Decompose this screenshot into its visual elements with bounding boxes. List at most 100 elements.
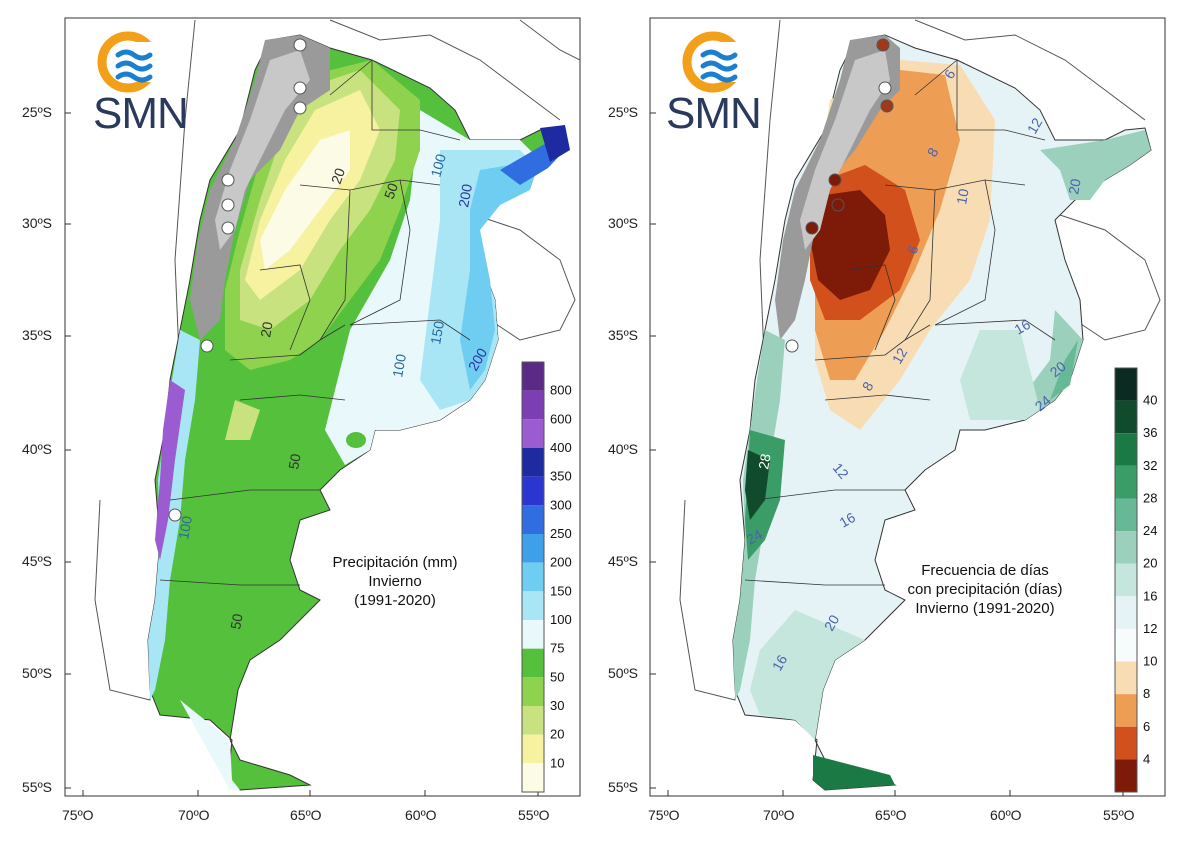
- contour-label: 16: [769, 652, 791, 674]
- legend-label: 350: [550, 469, 572, 484]
- legend-label: 100: [550, 612, 572, 627]
- legend-swatch: [1115, 433, 1137, 466]
- precip-legend: 800 600 400 350 300 250 200 150 100 75 50 30 20 10: [521, 361, 572, 793]
- smn-logo: SMN: [93, 31, 189, 138]
- contour-label: 16: [837, 509, 859, 531]
- lat-tick-label: 25ºS: [22, 104, 52, 120]
- freq-zone-under-4: [810, 190, 890, 300]
- legend-swatch: [522, 620, 544, 649]
- freq-legend: 40 36 32 28 24 20 16 12 10 8 6 4: [1114, 367, 1157, 793]
- lon-axis: 75ºO 70ºO 65ºO 60ºO 55ºO: [648, 807, 1135, 823]
- lat-tick-label: 35ºS: [22, 327, 52, 343]
- tick-marks: [650, 112, 1124, 796]
- logo-text: SMN: [666, 89, 761, 138]
- lat-tick-label: 45ºS: [608, 553, 638, 569]
- legend-label: 36: [1143, 425, 1157, 440]
- freq-tierra-del-fuego: [813, 755, 895, 790]
- legend-swatch: [1115, 531, 1137, 564]
- lat-tick-label: 25ºS: [608, 104, 638, 120]
- precip-tierra-del-fuego: [180, 700, 240, 790]
- freq-zone-24-e: [1050, 340, 1078, 400]
- bolivia-paraguay-border: [914, 19, 1146, 121]
- contour-label: 10: [953, 187, 971, 205]
- contour-label: 20: [328, 166, 348, 186]
- contour-label: 20: [821, 612, 843, 634]
- precip-patch-50: [346, 432, 366, 448]
- legend-label: 28: [1143, 490, 1157, 505]
- legend-label: 4: [1143, 751, 1150, 766]
- legend-swatch: [522, 476, 544, 506]
- lat-tick-label: 45ºS: [22, 553, 52, 569]
- legend-swatch: [522, 534, 544, 563]
- lat-tick-label: 50ºS: [608, 665, 638, 681]
- freq-zone-16-e: [960, 330, 1040, 420]
- contour-label: 12: [1024, 115, 1046, 137]
- freq-zone-20-ne: [1040, 130, 1151, 200]
- legend-label: 800: [550, 383, 572, 398]
- lon-tick-label: 75ºO: [648, 807, 680, 823]
- legend-swatch: [1115, 628, 1137, 662]
- freq-zone-16-s: [750, 610, 865, 740]
- contour-label: 12: [889, 345, 911, 367]
- lat-tick-label: 30ºS: [22, 215, 52, 231]
- contour-label: 50: [227, 612, 245, 630]
- lon-tick-label: 55ºO: [518, 807, 550, 823]
- lat-axis: 25ºS 30ºS 35ºS 40ºS 45ºS 50ºS 55ºS: [608, 104, 638, 795]
- legend-swatch: [522, 362, 544, 391]
- contour-label: 100: [427, 152, 449, 179]
- legend-label: 75: [550, 641, 564, 656]
- legend-swatch: [1115, 498, 1137, 532]
- legend-swatch: [522, 562, 544, 592]
- contour-label: 24: [744, 526, 766, 548]
- legend-label: 150: [550, 583, 572, 598]
- andes-topography-light: [215, 50, 310, 250]
- legend-swatch: [1115, 400, 1137, 434]
- legend-label: 30: [550, 698, 564, 713]
- precip-map-title: Precipitación (mm) Invierno (1991-2020): [320, 553, 470, 610]
- lat-tick-label: 35ºS: [608, 327, 638, 343]
- legend-label: 20: [1143, 556, 1157, 571]
- legend-swatch: [522, 677, 544, 706]
- andes-topography-light: [800, 50, 890, 250]
- legend-label: 600: [550, 411, 572, 426]
- legend-label: 400: [550, 440, 572, 455]
- legend-label: 10: [550, 755, 564, 770]
- uruguay-border: [1044, 209, 1161, 341]
- title-line: Invierno (1991-2020): [915, 600, 1055, 617]
- legend-label: 12: [1143, 621, 1157, 636]
- title-line: Precipitación (mm): [332, 554, 458, 571]
- legend-label: 200: [550, 555, 572, 570]
- precip-zone-400: [540, 125, 570, 162]
- lon-tick-label: 65ºO: [875, 807, 907, 823]
- precip-zone-10: [260, 130, 350, 270]
- station-markers: [785, 38, 894, 353]
- lat-tick-label: 55ºS: [22, 779, 52, 795]
- province-borders: [159, 59, 471, 586]
- title-line: Frecuencia de días: [921, 562, 1049, 579]
- lat-tick-label: 50ºS: [22, 665, 52, 681]
- legend-swatch: [1115, 759, 1137, 792]
- lon-tick-label: 75ºO: [62, 807, 94, 823]
- logo-waves-icon: [700, 49, 738, 83]
- legend-label: 40: [1143, 393, 1157, 408]
- bolivia-paraguay-border: [329, 19, 561, 121]
- legend-swatch: [522, 706, 544, 735]
- freq-andes-strip-36: [745, 450, 770, 520]
- logo-waves-icon: [115, 49, 153, 83]
- precip-map-panel: 20 50 100 200 100 150 200 20 50 50 100 2…: [22, 17, 581, 823]
- contour-label: 20: [257, 320, 275, 338]
- legend-label: 20: [550, 727, 564, 742]
- contour-label: 150: [427, 320, 447, 346]
- legend-swatch: [522, 448, 544, 477]
- lon-tick-label: 60ºO: [405, 807, 437, 823]
- lat-axis: 25ºS 30ºS 35ºS 40ºS 45ºS 50ºS 55ºS: [22, 104, 52, 795]
- legend-swatch: [522, 763, 544, 792]
- legend-swatch: [1115, 596, 1137, 629]
- legend-label: 24: [1143, 523, 1157, 538]
- legend-label: 6: [1143, 719, 1150, 734]
- legend-label: 50: [550, 669, 564, 684]
- precip-map-svg: 20 50 100 200 100 150 200 20 50 50 100 2…: [22, 17, 581, 823]
- freq-map-panel: 6 12 8 10 20 6 16 12 20 24 8 12 16 24 20…: [600, 0, 1200, 844]
- legend-label: 32: [1143, 458, 1157, 473]
